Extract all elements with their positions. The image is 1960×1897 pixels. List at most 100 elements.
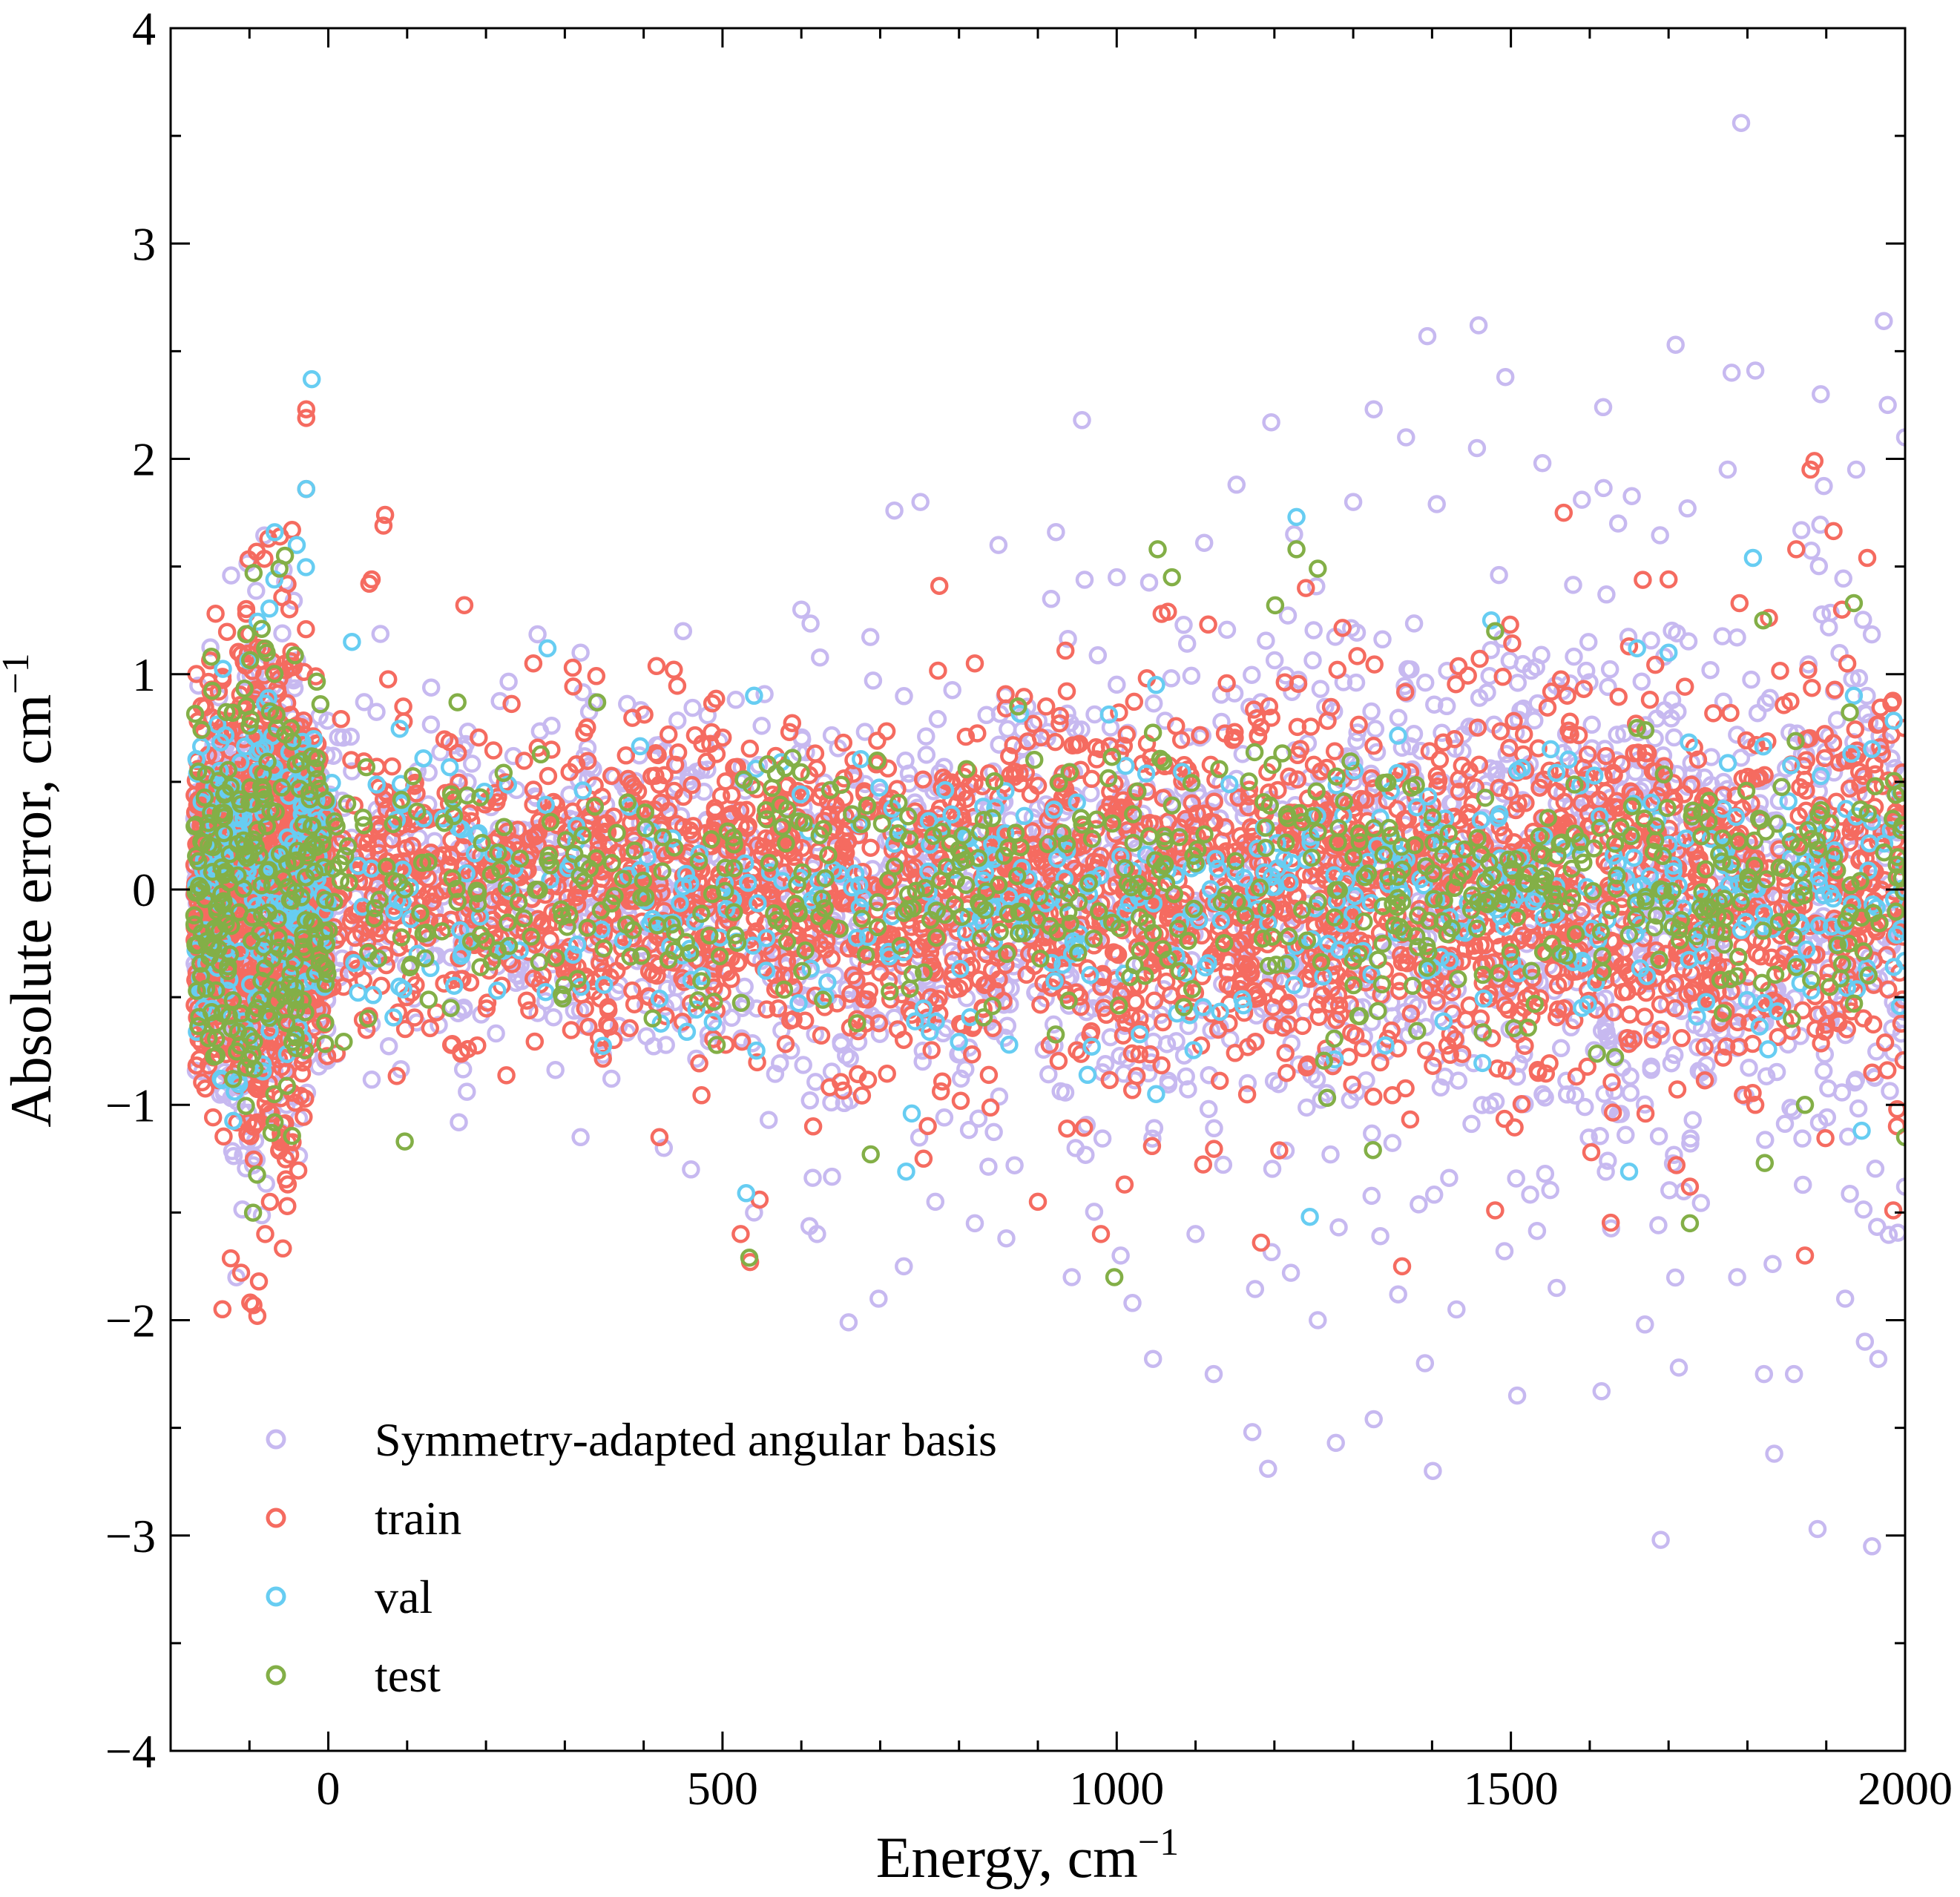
data-points: [185, 114, 1905, 1556]
point-symmetry-adapted-angular-basis: [917, 746, 936, 764]
point-symmetry-adapted-angular-basis: [1678, 499, 1697, 518]
point-symmetry-adapted-angular-basis: [1565, 647, 1583, 666]
point-symmetry-adapted-angular-basis: [1162, 669, 1181, 688]
point-symmetry-adapted-angular-basis: [1884, 1043, 1903, 1062]
point-symmetry-adapted-angular-basis: [1732, 114, 1751, 132]
point-symmetry-adapted-angular-basis: [989, 536, 1008, 554]
point-symmetry-adapted-angular-basis: [1846, 460, 1866, 479]
point-symmetry-adapted-angular-basis: [458, 1082, 476, 1101]
point-train: [497, 1066, 516, 1085]
point-symmetry-adapted-angular-basis: [1649, 1127, 1668, 1145]
point-symmetry-adapted-angular-basis: [1596, 740, 1614, 758]
point-train: [1401, 1110, 1420, 1129]
point-symmetry-adapted-angular-basis: [1793, 1129, 1812, 1148]
point-symmetry-adapted-angular-basis: [722, 1008, 741, 1028]
point-symmetry-adapted-angular-basis: [1410, 1195, 1428, 1214]
point-symmetry-adapted-angular-basis: [1621, 1083, 1640, 1102]
point-symmetry-adapted-angular-basis: [1082, 783, 1100, 803]
point-symmetry-adapted-angular-basis: [1576, 1097, 1594, 1117]
point-symmetry-adapted-angular-basis: [1111, 1246, 1130, 1265]
point-symmetry-adapted-angular-basis: [1383, 1134, 1402, 1152]
point-symmetry-adapted-angular-basis: [1073, 411, 1091, 430]
point-train: [203, 1108, 223, 1127]
point-symmetry-adapted-angular-basis: [1815, 1045, 1835, 1064]
point-symmetry-adapted-angular-basis: [668, 711, 687, 730]
point-symmetry-adapted-angular-basis: [1594, 479, 1613, 498]
point-symmetry-adapted-angular-basis: [1238, 1074, 1257, 1093]
point-symmetry-adapted-angular-basis: [362, 1071, 381, 1089]
point-symmetry-adapted-angular-basis: [1285, 525, 1303, 544]
point-symmetry-adapted-angular-basis: [1447, 1300, 1466, 1319]
point-symmetry-adapted-angular-basis: [1566, 1086, 1585, 1105]
point-symmetry-adapted-angular-basis: [1827, 711, 1846, 729]
point-symmetry-adapted-angular-basis: [1819, 1079, 1838, 1098]
point-symmetry-adapted-angular-basis: [1691, 1194, 1711, 1212]
point-symmetry-adapted-angular-basis: [1364, 1410, 1383, 1429]
point-symmetry-adapted-angular-basis: [1005, 1156, 1024, 1174]
point-symmetry-adapted-angular-basis: [1855, 1332, 1875, 1351]
point-symmetry-adapted-angular-basis: [1635, 1095, 1654, 1114]
point-symmetry-adapted-angular-basis: [1809, 1113, 1829, 1132]
point-symmetry-adapted-angular-basis: [1665, 728, 1683, 747]
point-symmetry-adapted-angular-basis: [1329, 1218, 1348, 1237]
point-symmetry-adapted-angular-basis: [1564, 576, 1582, 594]
point-symmetry-adapted-angular-basis: [1362, 1186, 1381, 1206]
point-train: [1875, 1033, 1895, 1052]
point-symmetry-adapted-angular-basis: [544, 1007, 563, 1027]
point-symmetry-adapted-angular-basis: [1802, 542, 1821, 560]
point-symmetry-adapted-angular-basis: [1551, 1039, 1571, 1058]
point-symmetry-adapted-angular-basis: [1597, 585, 1616, 604]
point-symmetry-adapted-angular-basis: [956, 1059, 975, 1079]
point-symmetry-adapted-angular-basis: [1398, 660, 1417, 679]
point-symmetry-adapted-angular-basis: [1436, 1067, 1454, 1086]
point-train: [1635, 1007, 1654, 1026]
point-symmetry-adapted-angular-basis: [943, 680, 961, 700]
point-train: [1668, 1080, 1687, 1099]
point-symmetry-adapted-angular-basis: [965, 1214, 984, 1233]
point-symmetry-adapted-angular-basis: [1143, 1129, 1162, 1148]
point-train: [1470, 649, 1489, 668]
point-symmetry-adapted-angular-basis: [1404, 614, 1424, 633]
point-symmetry-adapted-angular-basis: [1233, 745, 1252, 763]
point-symmetry-adapted-angular-basis: [1259, 1459, 1277, 1479]
point-symmetry-adapted-angular-basis: [1389, 1285, 1407, 1303]
point-symmetry-adapted-angular-basis: [1508, 674, 1527, 692]
point-symmetry-adapted-angular-basis: [1858, 686, 1876, 706]
point-symmetry-adapted-angular-basis: [1265, 651, 1284, 670]
point-symmetry-adapted-angular-basis: [895, 1257, 913, 1276]
point-symmetry-adapted-angular-basis: [1808, 1519, 1827, 1539]
point-symmetry-adapted-angular-basis: [1775, 1114, 1795, 1134]
point-train: [1049, 1051, 1068, 1071]
point-symmetry-adapted-angular-basis: [1579, 633, 1598, 651]
point-symmetry-adapted-angular-basis: [926, 1192, 945, 1211]
point-symmetry-adapted-angular-basis: [1835, 1289, 1855, 1308]
point-symmetry-adapted-angular-basis: [1418, 326, 1437, 346]
point-symmetry-adapted-angular-basis: [1243, 1423, 1262, 1441]
point-symmetry-adapted-angular-basis: [1311, 680, 1330, 698]
point-train: [1340, 1048, 1358, 1066]
point-symmetry-adapted-angular-basis: [1411, 741, 1430, 760]
point-symmetry-adapted-angular-basis: [1366, 720, 1385, 738]
point-symmetry-adapted-angular-basis: [683, 698, 702, 717]
point-symmetry-adapted-angular-basis: [371, 625, 390, 643]
point-symmetry-adapted-angular-basis: [999, 720, 1017, 739]
point-symmetry-adapted-angular-basis: [1077, 1116, 1096, 1134]
point-symmetry-adapted-angular-basis: [997, 1229, 1016, 1248]
point-symmetry-adapted-angular-basis: [861, 628, 880, 646]
point-symmetry-adapted-angular-basis: [1431, 1078, 1450, 1097]
point-symmetry-adapted-angular-basis: [1849, 1099, 1868, 1118]
point-symmetry-adapted-angular-basis: [1834, 569, 1852, 588]
point-train: [1058, 1119, 1076, 1138]
point-symmetry-adapted-angular-basis: [1389, 709, 1408, 727]
point-symmetry-adapted-angular-basis: [1101, 1028, 1120, 1047]
point-symmetry-adapted-angular-basis: [674, 622, 693, 640]
point-symmetry-adapted-angular-basis: [1843, 669, 1861, 688]
point-symmetry-adapted-angular-basis: [1427, 495, 1446, 513]
point-symmetry-adapted-angular-basis: [1177, 634, 1197, 653]
point-symmetry-adapted-angular-basis: [565, 1002, 584, 1020]
point-symmetry-adapted-angular-basis: [637, 1027, 656, 1046]
point-train: [562, 1021, 581, 1039]
point-symmetry-adapted-angular-basis: [1507, 1386, 1527, 1405]
point-symmetry-adapted-angular-basis: [1862, 625, 1881, 644]
point-symmetry-adapted-angular-basis: [421, 678, 441, 697]
